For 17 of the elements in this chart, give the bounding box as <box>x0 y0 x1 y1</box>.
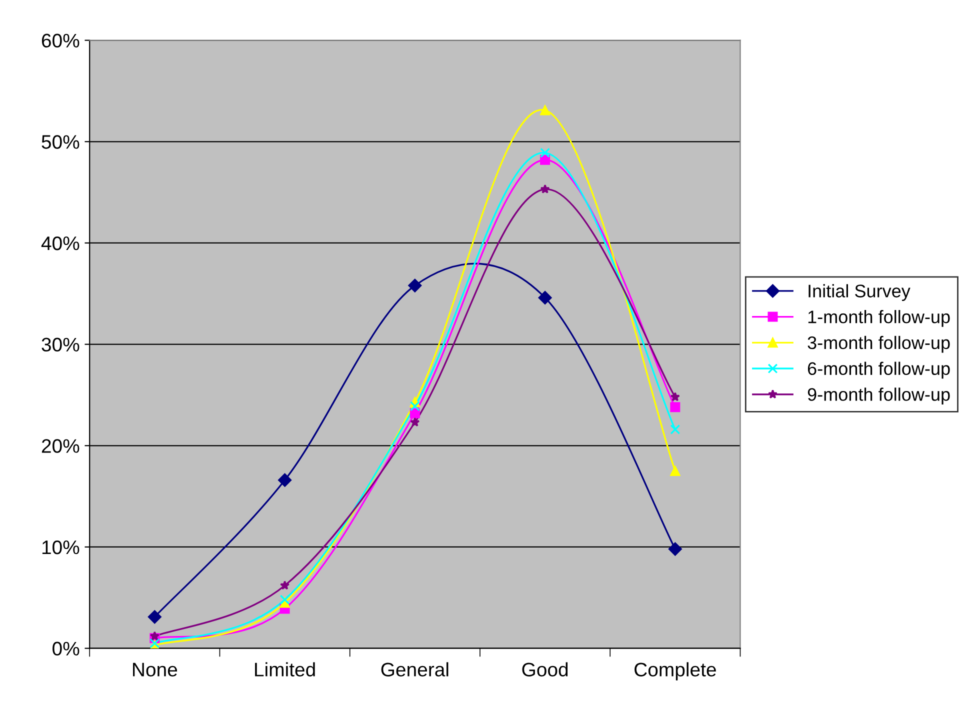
y-tick-label: 0% <box>52 642 80 656</box>
legend-label: 3-month follow-up <box>808 336 950 353</box>
x-tick-label: None <box>133 662 178 676</box>
x-tick-label: Limited <box>255 662 315 676</box>
y-tick-label: 20% <box>42 439 80 453</box>
y-tick-label: 10% <box>42 540 80 554</box>
x-tick-label: Complete <box>634 662 716 680</box>
x-tick-label: Good <box>522 662 568 676</box>
x-tick-label: General <box>381 662 448 676</box>
y-tick-label: 40% <box>41 236 80 250</box>
legend-label: 9-month follow-up <box>808 388 950 404</box>
y-tick-label: 30% <box>42 338 80 352</box>
legend-label: 1-month follow-up <box>808 310 950 327</box>
y-tick-label: 60% <box>42 34 80 48</box>
legend-label: Initial Survey <box>808 284 910 302</box>
legend-label: 6-month follow-up <box>808 362 950 379</box>
y-tick-label: 50% <box>42 135 80 149</box>
